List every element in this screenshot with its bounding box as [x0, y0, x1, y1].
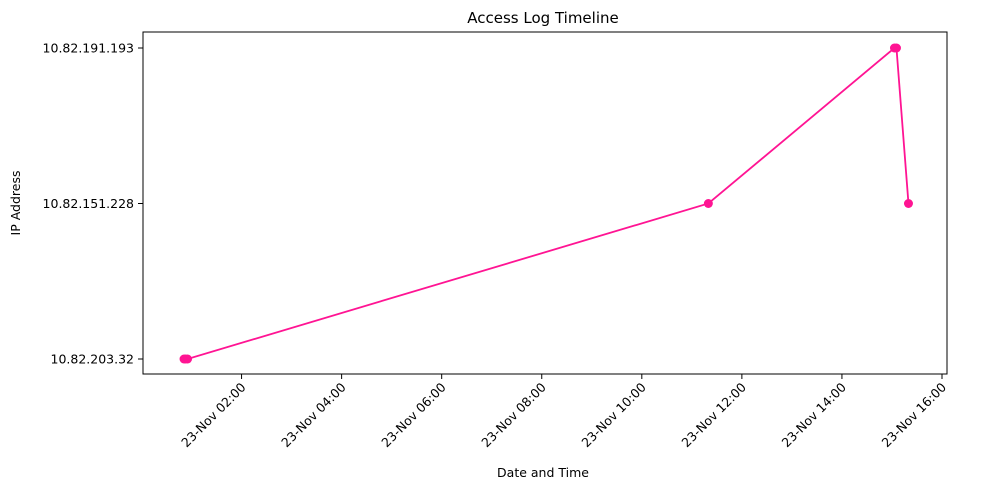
x-tick-label: 23-Nov 06:00	[378, 379, 449, 450]
y-tick-label: 10.82.191.193	[43, 41, 134, 56]
data-point	[183, 354, 193, 364]
plot-area-frame	[142, 31, 948, 375]
y-tick-label: 10.82.151.228	[43, 196, 134, 211]
x-tick-label: 23-Nov 14:00	[778, 379, 849, 450]
x-tick-label: 23-Nov 08:00	[478, 379, 549, 450]
x-tick-label: 23-Nov 04:00	[278, 379, 349, 450]
y-axis: 10.82.203.32 10.82.151.228 10.82.191.193	[43, 41, 143, 367]
y-axis-label: IP Address	[8, 171, 23, 236]
chart-title: Access Log Timeline	[467, 9, 618, 27]
series-line	[184, 47, 910, 360]
series-markers	[179, 43, 913, 364]
x-tick-label: 23-Nov 12:00	[678, 379, 749, 450]
data-point	[703, 199, 713, 208]
x-axis: 23-Nov 02:00 23-Nov 04:00 23-Nov 06:00 23-N…	[178, 374, 949, 450]
y-tick-label: 10.82.203.32	[51, 352, 135, 367]
data-point	[903, 199, 913, 208]
x-tick-label: 23-Nov 16:00	[879, 379, 950, 450]
x-tick-label: 23-Nov 02:00	[178, 379, 249, 450]
x-tick-label: 23-Nov 10:00	[578, 379, 649, 450]
x-axis-label: Date and Time	[497, 465, 589, 480]
data-point	[891, 43, 901, 53]
